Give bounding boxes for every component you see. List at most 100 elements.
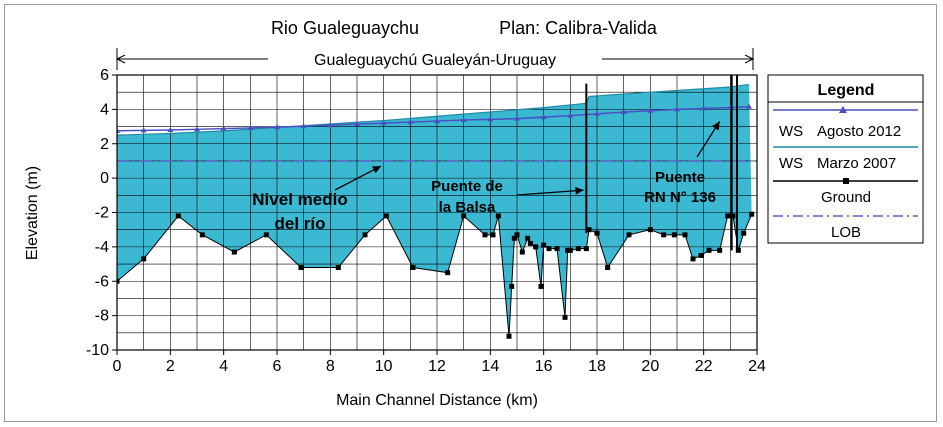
series-marker-ground (626, 232, 632, 238)
series-marker-ground (533, 244, 539, 250)
legend-label-ws-marzo: Marzo 2007 (817, 155, 896, 172)
series-marker-ground (567, 247, 573, 253)
series-marker-ws-agosto (167, 127, 174, 132)
legend-prefix-ws-marzo: WS (779, 155, 803, 172)
series-marker-ground (717, 247, 723, 253)
series-marker-ground (445, 270, 451, 276)
annotation-text: del río (274, 214, 325, 233)
series-marker-ground (525, 235, 531, 241)
y-tick-label: -8 (95, 308, 109, 325)
series-marker-ground (546, 246, 552, 252)
x-tick-label: 8 (326, 358, 335, 375)
series-marker-ground (706, 247, 712, 253)
series-marker-ground (514, 232, 520, 238)
series-marker-ground (482, 232, 488, 238)
x-tick-label: 10 (375, 358, 393, 375)
series-marker-ground (541, 242, 547, 248)
annotation-text: RN N° 136 (644, 189, 716, 206)
series-marker-ground (519, 249, 525, 255)
series-line-ground (117, 214, 753, 337)
legend-marker-ws-agosto (839, 106, 847, 113)
series-marker-ws-agosto (567, 112, 574, 118)
series-marker-ws-agosto (117, 127, 120, 133)
annotation-arrow-head (575, 186, 584, 195)
series-marker-ground (383, 213, 389, 219)
chart-title-river: Rio Gualeguaychu (271, 18, 419, 38)
series-marker-ws-agosto (140, 127, 147, 133)
reach-label: Gualeguaychú Gualeyán-Uruguay (314, 52, 556, 69)
series-marker-ground (335, 265, 341, 270)
x-tick-label: 18 (588, 358, 606, 375)
legend: Legend WS Agosto 2012 WS Marzo 2007 Grou… (767, 74, 924, 244)
series-marker-ground (682, 232, 688, 238)
x-tick-label: 4 (219, 358, 228, 375)
series-marker-ground (671, 232, 677, 238)
series-marker-ground (735, 247, 741, 253)
series-marker-ground (538, 283, 544, 289)
series-marker-ws-agosto (434, 118, 440, 124)
legend-title: Legend (818, 82, 875, 99)
annotation-text: Puente (655, 169, 705, 186)
series-marker-ws-agosto (620, 109, 627, 115)
series-marker-ws-agosto (700, 105, 707, 111)
series-marker-ground (175, 213, 181, 219)
series-line-ws-marzo (117, 83, 750, 136)
series-marker-ws-agosto (327, 122, 334, 128)
series-marker-ground (586, 227, 592, 233)
y-axis-label: Elevation (m) (24, 166, 41, 260)
series-marker-ground (605, 265, 611, 270)
series-marker-ground (410, 265, 416, 270)
series-marker-ground (647, 227, 653, 233)
series-marker-ground (509, 283, 515, 289)
series-marker-ws-agosto (220, 125, 227, 131)
y-tick-label: -6 (95, 273, 109, 290)
series-marker-ws-agosto (460, 117, 467, 123)
series-marker-ws-agosto (594, 110, 600, 116)
x-tick-label: 0 (113, 358, 122, 375)
series-marker-ground (698, 252, 704, 258)
series-marker-ground (583, 246, 589, 252)
series-marker-ground (263, 232, 269, 238)
series-marker-ground (490, 232, 496, 238)
series-marker-ground (511, 235, 517, 241)
annotation-arrow-head (372, 166, 381, 174)
annotation-text: la Balsa (439, 199, 496, 216)
annotation-arrow-line (516, 189, 584, 196)
series-marker-ground (199, 232, 205, 238)
x-tick-label: 20 (641, 358, 659, 375)
series-marker-ground (741, 230, 747, 236)
series-marker-ground (117, 278, 120, 284)
x-tick-label: 22 (695, 358, 713, 375)
series-marker-ws-agosto (540, 114, 547, 120)
series-marker-ws-agosto (647, 107, 654, 113)
series-marker-ground (690, 256, 696, 262)
series-marker-ground (506, 333, 512, 339)
annotation-arrow-line (334, 165, 382, 191)
series-marker-ws-agosto (674, 106, 680, 112)
x-tick-label: 14 (481, 358, 499, 375)
series-marker-ws-agosto (300, 123, 307, 129)
series-marker-ws-agosto (194, 126, 200, 132)
series-marker-ground (749, 211, 755, 217)
chart-title-plan: Plan: Calibra-Valida (499, 18, 658, 38)
x-tick-label: 12 (428, 358, 446, 375)
legend-label-ws-agosto: Agosto 2012 (817, 123, 901, 140)
y-tick-label: -2 (95, 205, 109, 222)
series-marker-ground (141, 256, 147, 262)
series-marker-ground (495, 213, 501, 219)
series-marker-ws-agosto (354, 121, 360, 127)
x-tick-label: 16 (535, 358, 553, 375)
series-marker-ground (594, 230, 600, 236)
water-area (117, 84, 752, 337)
y-tick-label: 6 (100, 67, 109, 84)
legend-prefix-ws-agosto: WS (779, 123, 803, 140)
series-marker-ground (554, 246, 560, 252)
y-tick-label: -10 (86, 342, 109, 359)
series-marker-ws-agosto (514, 115, 520, 121)
series-marker-ground (562, 314, 568, 320)
x-axis-label: Main Channel Distance (km) (336, 392, 538, 409)
y-tick-label: -4 (95, 239, 109, 256)
series-marker-ground (730, 213, 736, 219)
legend-label-lob: LOB (831, 224, 861, 241)
annotation-arrow-head (712, 121, 720, 131)
